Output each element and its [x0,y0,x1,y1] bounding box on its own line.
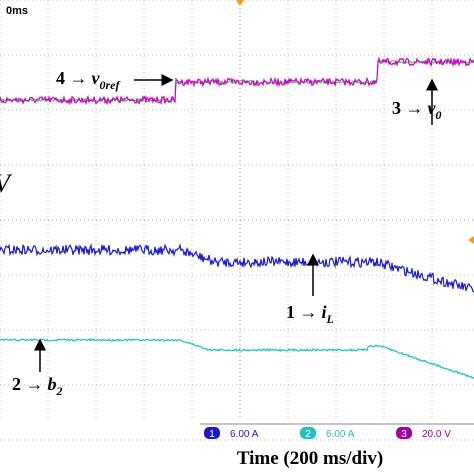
waveform [0,56,474,106]
annotation-sub: 0 [436,108,442,122]
annotation-sub: 2 [56,384,63,398]
legend: 1 6.00 A 2 6.00 A 3 20.0 V [204,427,451,440]
annotation-var: v [92,68,101,88]
annotation-sub: L [326,312,334,326]
traces [0,56,474,380]
annotation-var: i [322,302,327,322]
trigger-marker [236,0,244,6]
annotation: 2 → b2 [12,374,63,398]
legend-badge [396,427,412,439]
waveform [0,338,474,380]
annotation: 3 →v0 [392,98,442,122]
legend-badge [204,427,220,439]
waveform [0,243,474,293]
level-marker [468,236,474,244]
legend-scale: 6.00 A [326,429,355,440]
annotation: 1 → iL [286,302,334,326]
annotation-prefix: 4 → [56,68,88,88]
annotation-prefix: 1 → [286,302,318,322]
time-label: 0ms [6,5,28,17]
annotation-sub: 0ref [100,78,121,92]
side-label: V [0,169,13,198]
legend-badge [300,427,316,439]
caption: Time (200 ms/div) [237,448,383,469]
legend-scale: 20.0 V [422,429,451,440]
annotation: 4 → v0ref [56,68,120,92]
grid [0,0,474,441]
legend-id: 1 [209,429,215,440]
annotation-prefix: 2 → [12,374,44,394]
annotation-var: b [48,374,57,394]
legend-scale: 6.00 A [230,429,259,440]
annotation-prefix: 3 → [392,98,424,118]
legend-id: 2 [305,429,311,440]
legend-id: 3 [401,429,407,440]
